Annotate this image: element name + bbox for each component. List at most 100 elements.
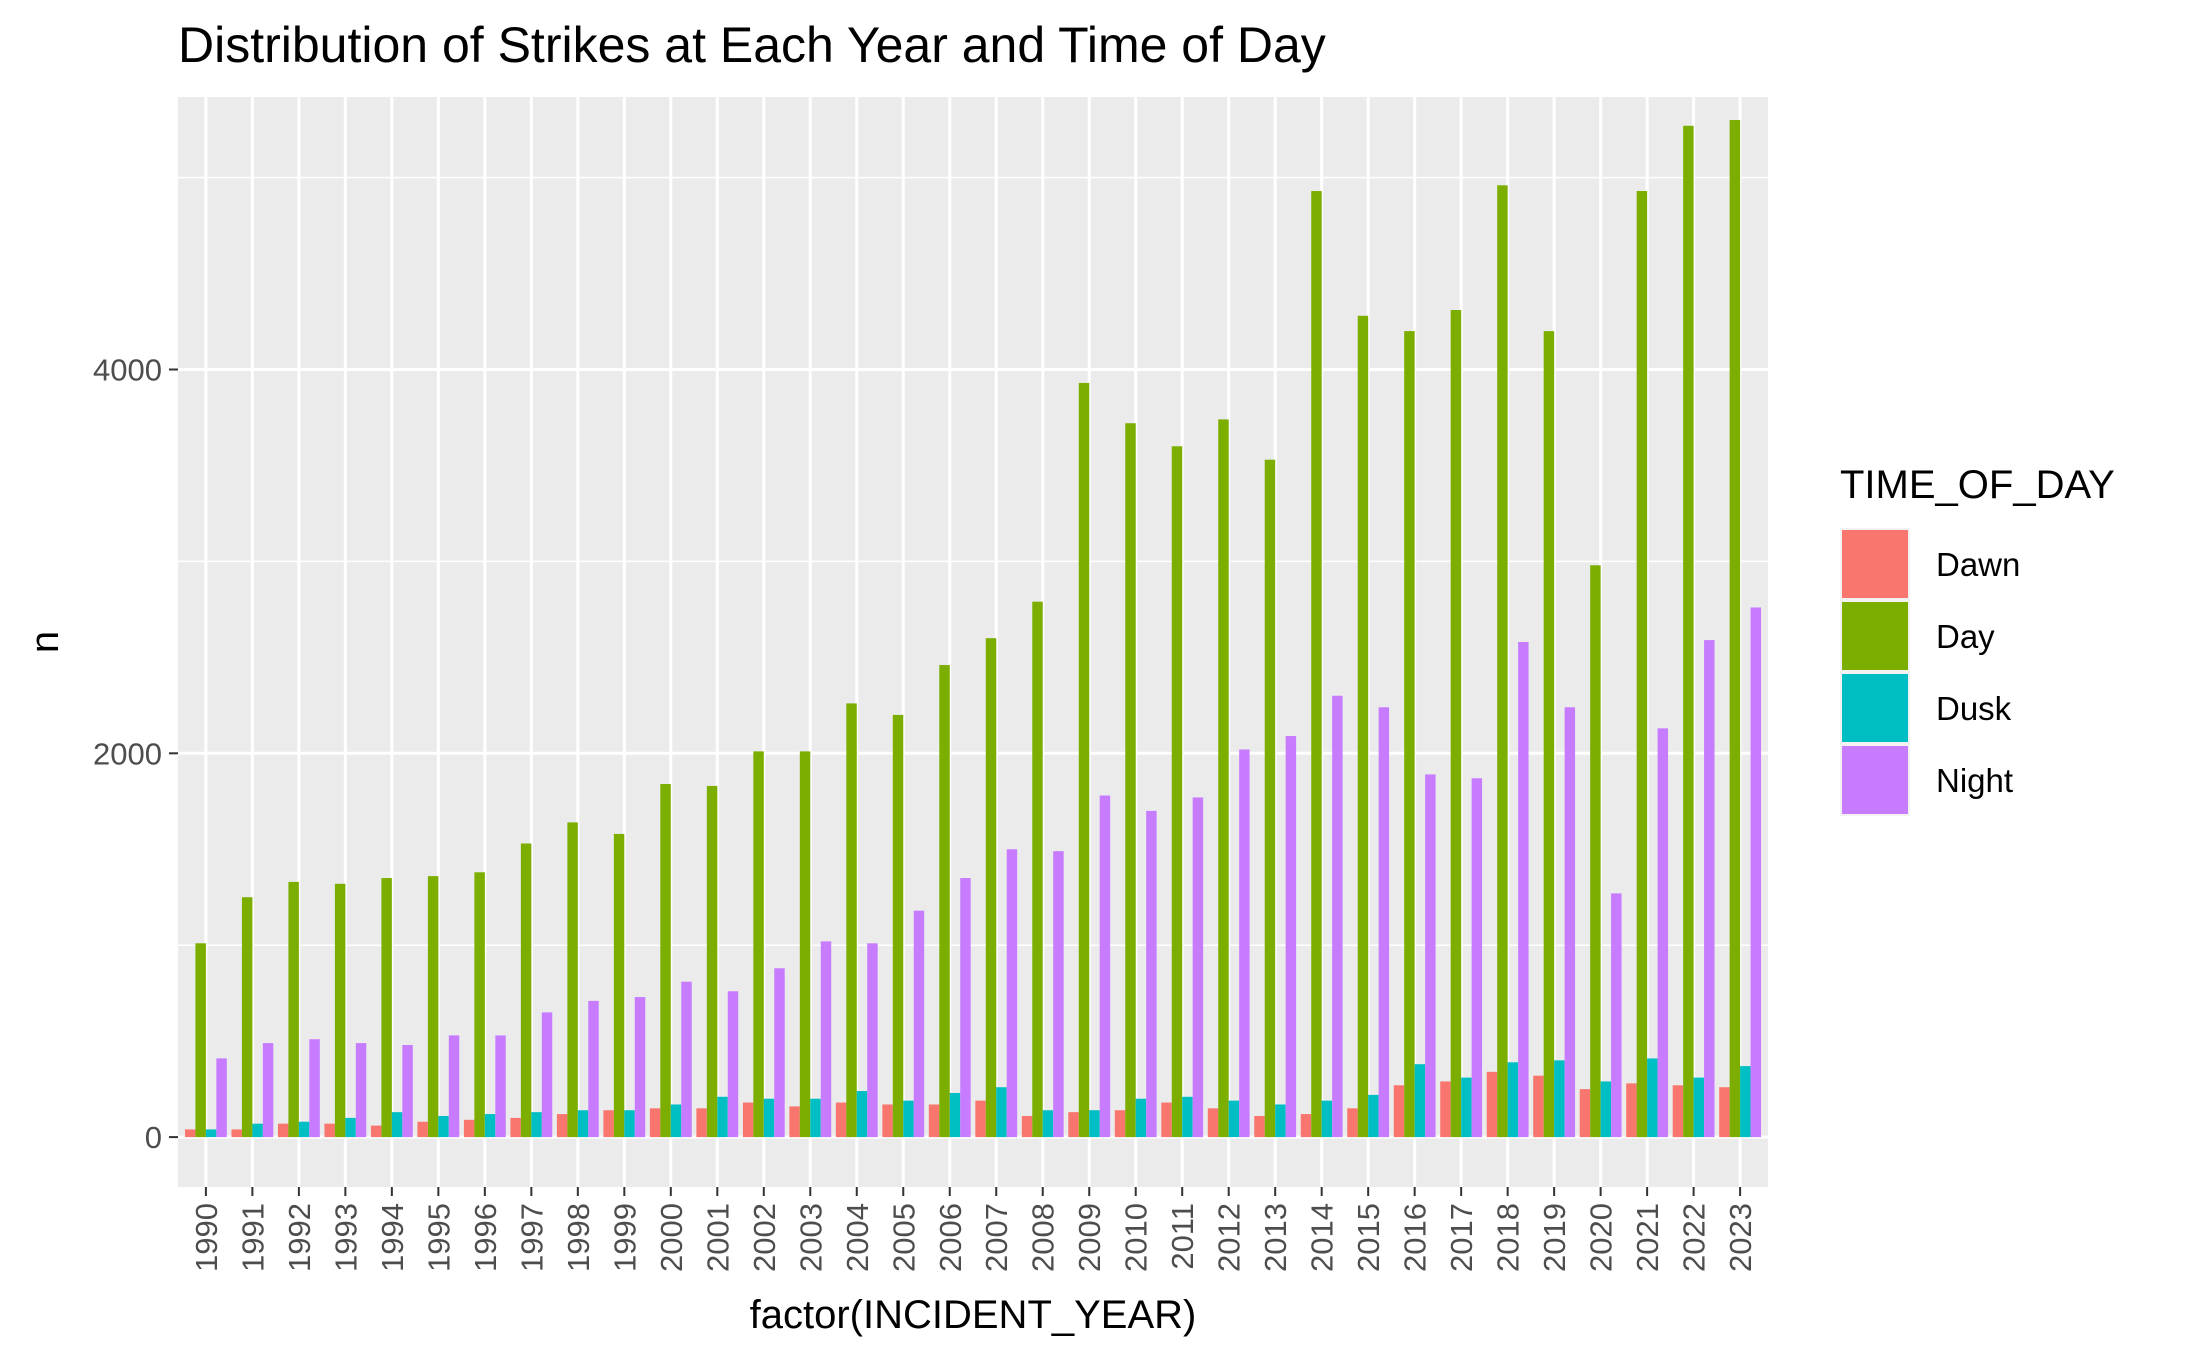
bar-dusk-2001 [717,1096,728,1138]
legend-label-day: Day [1936,618,1995,655]
bar-dusk-1992 [298,1121,310,1138]
bar-dawn-2005 [882,1104,893,1138]
bar-night-1995 [448,1035,460,1138]
chart-title: Distribution of Strikes at Each Year and… [178,17,1326,73]
bar-dusk-2013 [1275,1104,1286,1138]
legend-key-dusk [1842,674,1908,742]
bar-dusk-2017 [1461,1077,1472,1138]
bar-day-2015 [1357,315,1369,1138]
x-tick-label: 2008 [1026,1203,1061,1272]
bar-dusk-1990 [205,1129,217,1138]
bar-dusk-2002 [763,1098,775,1138]
x-tick-label: 2006 [933,1203,968,1272]
x-tick-label: 2013 [1258,1203,1293,1272]
bar-day-2022 [1683,125,1694,1138]
bar-day-2005 [892,714,904,1138]
bar-night-1999 [634,997,646,1138]
bar-dawn-1998 [556,1114,568,1138]
bar-dawn-2011 [1161,1102,1172,1138]
bar-dawn-2018 [1486,1071,1498,1138]
bar-dusk-2023 [1740,1066,1751,1138]
bar-dusk-1994 [391,1112,403,1138]
x-tick-label: 2018 [1491,1203,1526,1272]
x-tick-label: 1995 [421,1203,456,1272]
bar-dawn-1991 [231,1129,242,1138]
x-axis: 1990 1991 1992 1993 1994 1995 1996 1997 1998 1999… [189,1187,1758,1272]
x-tick-label: 2010 [1119,1203,1154,1272]
bar-dawn-2017 [1440,1081,1451,1138]
legend-key-night [1842,746,1908,814]
bar-dawn-2019 [1533,1075,1544,1138]
bar-dawn-1992 [277,1123,289,1138]
x-tick-label: 2021 [1630,1203,1665,1272]
x-tick-label: 2014 [1305,1203,1340,1272]
legend-key-day [1842,602,1908,670]
bar-dusk-1997 [531,1112,542,1138]
bar-dawn-2015 [1347,1108,1358,1138]
bar-dusk-2003 [810,1098,821,1138]
x-tick-label: 1994 [375,1203,410,1272]
y-axis-title: n [23,631,67,653]
bar-dusk-2020 [1600,1081,1612,1138]
x-tick-label: 2009 [1072,1203,1107,1272]
x-tick-label: 2022 [1677,1203,1712,1272]
bar-dusk-2015 [1368,1094,1379,1138]
x-tick-label: 2015 [1351,1203,1386,1272]
bar-day-1995 [427,876,439,1138]
bar-day-2004 [846,703,857,1138]
bar-night-1998 [588,1000,599,1138]
bar-day-2017 [1450,310,1462,1138]
bar-dawn-2003 [789,1106,800,1138]
bar-night-2003 [820,941,832,1138]
x-tick-label: 2004 [840,1203,875,1272]
bar-dusk-2006 [949,1092,961,1138]
bar-day-2019 [1543,331,1555,1138]
bar-night-2015 [1378,707,1390,1138]
bar-night-2006 [960,878,971,1138]
bar-dawn-2008 [1021,1115,1033,1138]
bar-night-2017 [1471,778,1483,1138]
bar-dawn-2009 [1068,1112,1079,1138]
plot-panel [178,97,1768,1187]
legend-label-night: Night [1936,762,2013,799]
x-tick-label: 2001 [700,1203,735,1272]
bar-dusk-1996 [484,1114,496,1138]
x-tick-label: 2000 [654,1203,689,1272]
bar-dawn-2021 [1626,1083,1637,1138]
bar-day-2023 [1729,120,1741,1138]
bar-day-1999 [613,833,625,1138]
bar-night-2005 [913,910,925,1138]
bar-dawn-2006 [928,1104,940,1138]
bar-dusk-2022 [1693,1077,1705,1138]
bar-day-2016 [1404,331,1415,1138]
legend-items: Dawn Day Dusk Night [1840,528,2020,816]
bar-night-2013 [1285,736,1297,1138]
y-tick-label: 0 [145,1120,162,1155]
bar-night-2000 [681,981,692,1138]
bar-night-2007 [1006,849,1018,1138]
y-axis: 0 2000 4000 [93,353,178,1155]
bar-day-2010 [1125,423,1136,1138]
legend-label-dusk: Dusk [1936,690,2012,727]
bar-dawn-2000 [649,1108,661,1138]
x-tick-label: 2003 [793,1203,828,1272]
bar-dawn-1990 [184,1129,196,1138]
bar-night-1990 [216,1058,227,1138]
bar-night-2014 [1332,695,1343,1138]
bar-dawn-1994 [370,1125,382,1138]
bar-night-2009 [1099,795,1111,1138]
x-tick-label: 1997 [514,1203,549,1272]
bar-night-2002 [774,968,785,1138]
bar-dusk-2005 [903,1100,914,1138]
x-tick-label: 2012 [1212,1203,1247,1272]
bar-night-1994 [402,1044,413,1138]
bar-day-1992 [288,881,299,1138]
bar-dawn-2002 [742,1102,754,1138]
bar-dusk-1991 [252,1123,263,1138]
bar-dusk-1998 [577,1110,589,1138]
bar-dawn-1995 [417,1121,428,1138]
bar-dusk-2019 [1554,1060,1565,1138]
bar-dawn-2020 [1579,1089,1591,1138]
x-tick-label: 1991 [235,1203,270,1272]
